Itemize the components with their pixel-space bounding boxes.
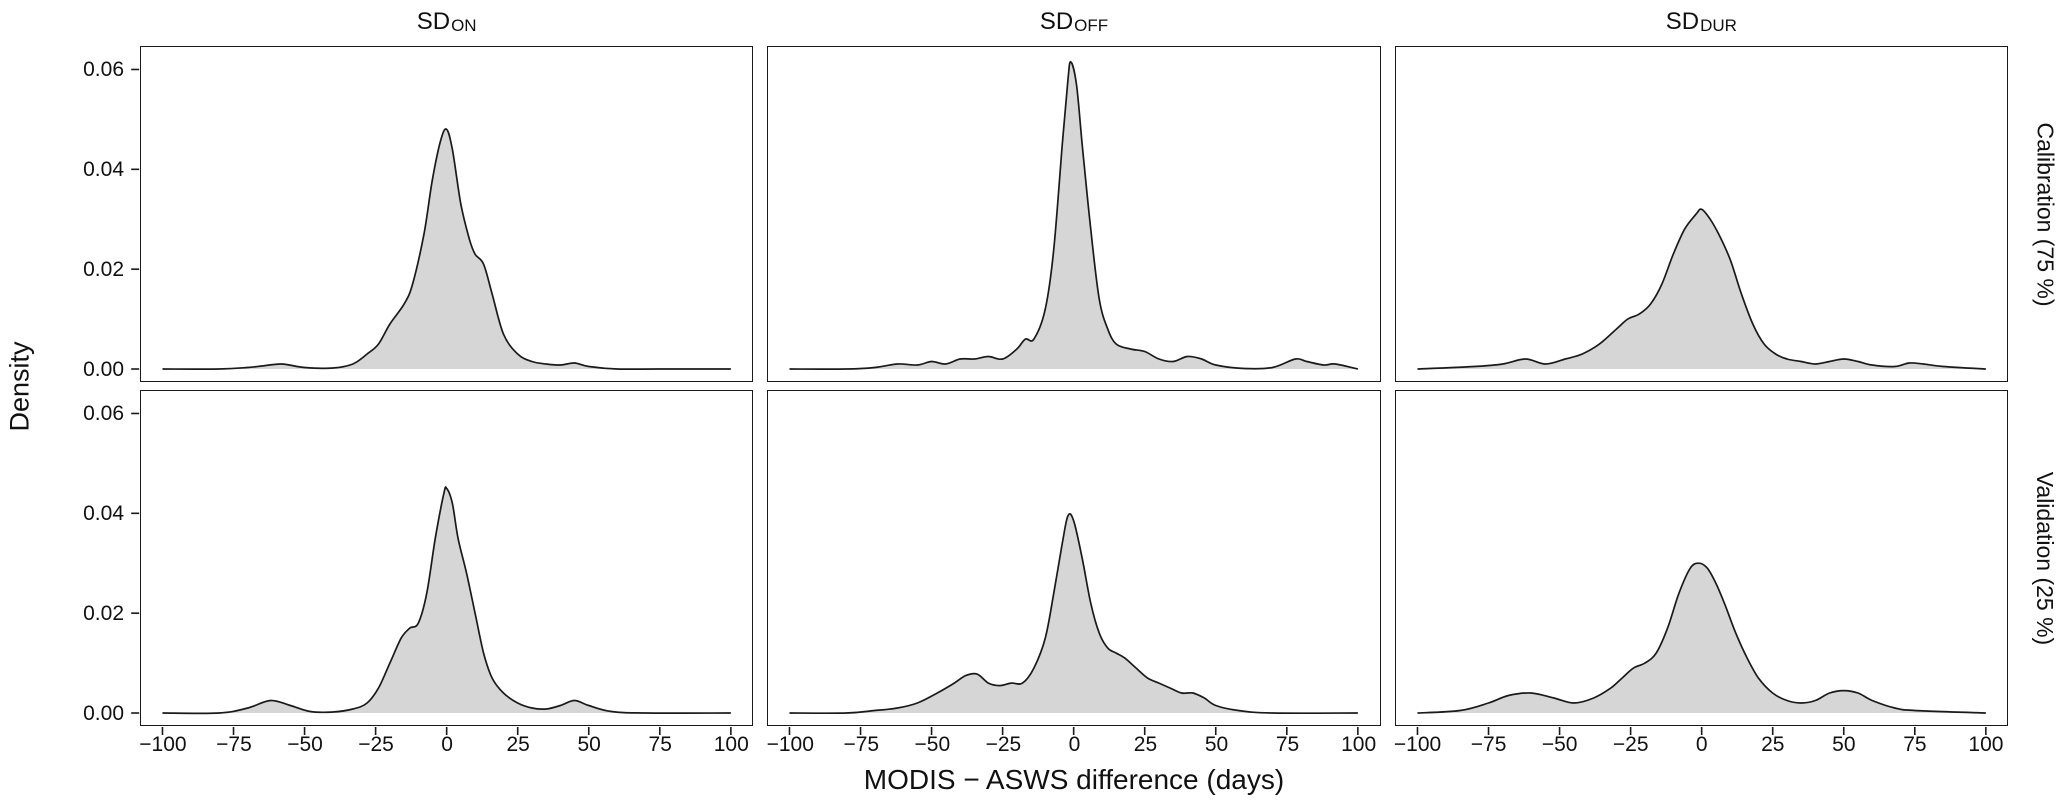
y-tick-label: 0.00 [83,701,124,725]
density-curve-svg [1417,208,1986,370]
panel-calibration-sd-off [767,46,1381,382]
row-strip-calibration: Calibration (75 %) [2022,46,2068,382]
y-tick-label: 0.06 [83,58,124,82]
density-outline [789,61,1359,370]
x-tick-label: −100 [139,733,187,756]
x-tick-label: −100 [1393,733,1442,756]
y-axis-title: Density [0,46,40,726]
x-tick-label: −100 [766,733,814,756]
density-curve-svg [131,68,731,371]
x-tick-label: 100 [713,733,749,756]
density-outline [162,128,731,371]
x-tick-label: 75 [1903,733,1927,756]
panel-calibration-sd-dur [1394,46,2008,382]
facet-title-sd-off: SD OFF [767,0,1380,46]
panel-validation-sd-dur [1394,390,2008,735]
y-axis-ticks-calibration: 0.00 0.02 0.04 0.06 [54,46,126,382]
x-tick-label: 75 [1275,733,1300,756]
x-tick-label: −25 [985,733,1022,756]
x-tick-label: 0 [441,733,453,756]
density-outline [1417,562,1986,714]
x-tick-label: −75 [216,733,252,756]
density-outline [1417,208,1986,370]
x-tick-label: −25 [358,733,394,756]
facet-title-sub: DUR [1700,16,1737,35]
x-tick-label: −75 [1470,733,1507,756]
x-axis-ticks-sd-dur: −100 −75 −50 −25 0 25 50 75 100 [1393,726,2008,760]
x-axis-title: MODIS − ASWS difference (days) [140,760,2008,802]
row-strip-calibration-text: Calibration (75 %) [2032,121,2059,307]
density-area [789,61,1359,370]
density-area [162,486,731,714]
y-tick-label: 0.02 [83,601,124,625]
x-tick-label: −75 [843,733,880,756]
y-tick-label: 0.02 [83,257,124,281]
x-tick-label: 0 [1068,733,1081,756]
x-axis-ticks-sd-off: −100 −75 −50 −25 0 25 50 75 100 [767,726,1380,760]
density-curve-svg [789,513,1359,735]
density-outline [162,486,731,715]
y-tick-label: 0.04 [83,157,124,181]
y-tick-label: 0.06 [83,402,124,426]
density-curve-svg [1416,562,1987,735]
x-tick-label: 100 [1341,733,1377,756]
y-axis-ticks-validation: 0.00 0.02 0.04 0.06 [54,390,126,726]
density-curve-svg [789,61,1359,370]
row-strip-validation: Validation (25 %) [2022,390,2068,726]
panel-validation-sd-off [767,390,1381,735]
x-tick-label: −50 [914,733,951,756]
y-tick-label: 0.00 [83,357,124,381]
facet-title-sd-on: SD ON [140,0,753,46]
x-tick-label: −50 [287,733,323,756]
panel-calibration-sd-on [131,46,754,382]
panel-validation-sd-on [131,390,754,735]
x-tick-label: 25 [1761,733,1785,756]
x-tick-label: 0 [1695,733,1708,756]
x-tick-label: 50 [577,733,601,756]
density-area [1417,563,1986,713]
x-tick-label: 75 [648,733,672,756]
density-outline [789,513,1359,715]
density-area [162,128,731,370]
facet-title-main: SD [416,8,451,35]
density-curve-svg [131,412,732,735]
y-axis-title-text: Density [4,340,35,432]
facet-title-sub: OFF [1074,16,1109,35]
x-tick-label: 25 [506,733,530,756]
x-axis-ticks-sd-on: −100 −75 −50 −25 0 25 50 75 100 [139,726,753,760]
row-strip-validation-text: Validation (25 %) [2032,471,2059,645]
x-tick-label: 50 [1204,733,1229,756]
y-tick-label: 0.04 [83,501,124,525]
x-tick-label: 25 [1133,733,1158,756]
facet-title-sub: ON [451,16,477,35]
facet-title-main: SD [1665,8,1700,35]
x-tick-label: −50 [1541,733,1578,756]
density-area [1417,209,1986,369]
facet-title-main: SD [1039,8,1074,35]
facet-title-sd-dur: SD DUR [1395,0,2008,46]
x-axis-title-text: MODIS − ASWS difference (days) [863,764,1285,795]
x-tick-label: 100 [1968,733,2004,756]
x-tick-label: −25 [1612,733,1649,756]
density-area [789,513,1359,714]
x-tick-label: 50 [1832,733,1856,756]
